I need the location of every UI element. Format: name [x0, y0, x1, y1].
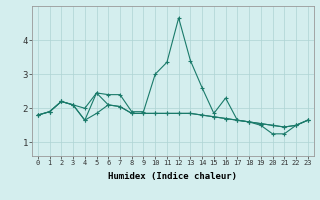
X-axis label: Humidex (Indice chaleur): Humidex (Indice chaleur): [108, 172, 237, 181]
